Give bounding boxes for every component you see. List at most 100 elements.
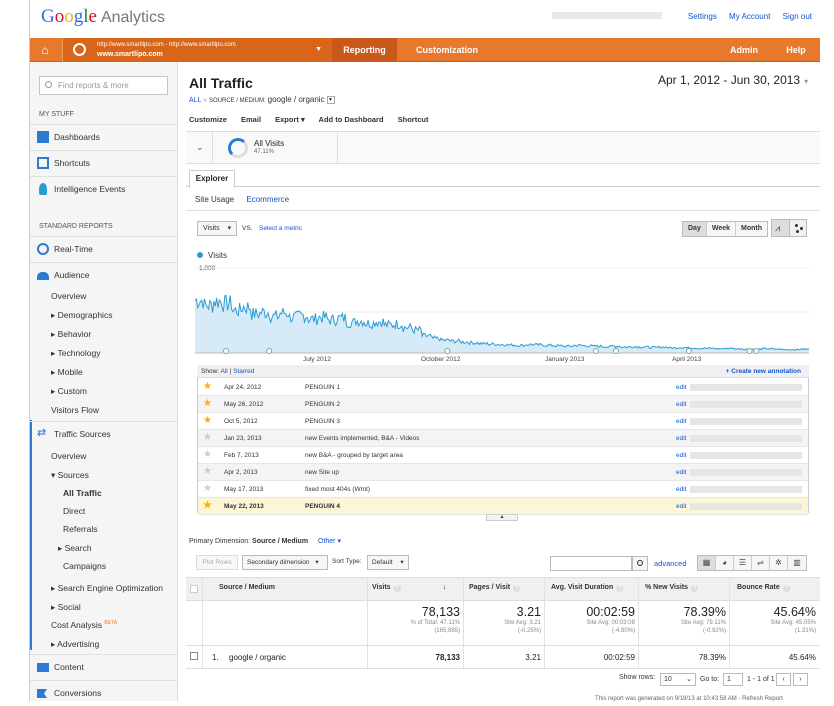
sidebar-item-conversions[interactable]: Conversions [30, 680, 177, 705]
star-icon[interactable]: ★ [203, 415, 212, 426]
create-annotation-link[interactable]: + Create new annotation [725, 368, 801, 375]
audience-visitors-flow[interactable]: Visitors Flow [51, 405, 100, 415]
email-button[interactable]: Email [241, 115, 262, 124]
annotation-marker[interactable] [746, 348, 753, 354]
annotation-marker[interactable] [444, 348, 451, 354]
annotation-edit-link[interactable]: edit [676, 469, 687, 476]
traffic-seo[interactable]: ▸ Search Engine Optimization [51, 583, 164, 593]
column-avg-visit-duration[interactable]: Avg. Visit Duration? [551, 584, 624, 592]
annotation-marker[interactable] [266, 348, 273, 354]
column-bounce-rate[interactable]: Bounce Rate? [737, 584, 790, 592]
sidebar-item-shortcuts[interactable]: Shortcuts [30, 150, 177, 175]
subtab-site-usage[interactable]: Site Usage [195, 195, 235, 204]
tab-customization[interactable]: Customization [416, 45, 478, 55]
star-icon[interactable]: ★ [203, 483, 212, 494]
traffic-sources-group[interactable]: ▾ Sources [51, 470, 89, 480]
star-icon[interactable]: ★ [203, 398, 212, 409]
annotation-row[interactable]: ★ May 17, 2013 fixed most 404s (Wmt) edit [198, 481, 808, 498]
tab-help[interactable]: Help [786, 45, 806, 55]
line-chart-button[interactable]: ⩘ [772, 220, 790, 236]
sidebar-item-dashboards[interactable]: Dashboards [30, 124, 177, 149]
subtab-ecommerce[interactable]: Ecommerce [246, 195, 290, 204]
advanced-filter-link[interactable]: advanced [654, 559, 687, 568]
sources-all-traffic[interactable]: All Traffic [63, 488, 102, 498]
star-icon[interactable]: ★ [203, 381, 212, 392]
segment-toggle-chevron-icon[interactable]: ⌄ [196, 142, 204, 152]
star-icon[interactable]: ★ [203, 432, 212, 443]
goto-page-input[interactable]: 1 [723, 673, 743, 686]
traffic-overview[interactable]: Overview [51, 451, 87, 461]
row-source-medium-link[interactable]: google / organic [229, 653, 286, 662]
primary-dimension-value[interactable]: Source / Medium [252, 538, 309, 545]
sidebar-item-intelligence[interactable]: Intelligence Events [30, 176, 177, 201]
granularity-month-button[interactable]: Month [741, 225, 763, 232]
annotation-row[interactable]: ★ Feb 7, 2013 new B&A - grouped by target … [198, 447, 808, 464]
sidebar-item-audience[interactable]: Audience [30, 262, 177, 287]
export-button[interactable]: Export ▾ [275, 115, 305, 124]
granularity-week-button[interactable]: Week [707, 222, 737, 236]
report-search-input[interactable]: Find reports & more [39, 76, 168, 95]
sort-type-select[interactable]: Default ▾ [367, 555, 409, 570]
sidebar-item-traffic-sources[interactable]: ⇄ Traffic Sources [30, 421, 177, 446]
select-all-checkbox[interactable] [190, 585, 198, 593]
annotation-edit-link[interactable]: edit [676, 503, 687, 510]
traffic-advertising[interactable]: ▸ Advertising [51, 639, 100, 649]
column-new-visits[interactable]: % New Visits? [645, 584, 699, 592]
sources-search[interactable]: ▸ Search [58, 543, 92, 553]
annotation-row[interactable]: ★ Apr 24, 2012 PENGUIN 1 edit [198, 379, 808, 396]
table-search-button[interactable] [632, 556, 648, 571]
audience-technology[interactable]: ▸ Technology [51, 348, 101, 358]
sources-campaigns[interactable]: Campaigns [63, 561, 106, 571]
prev-page-button[interactable]: ‹ [776, 673, 791, 686]
sidebar-item-realtime[interactable]: Real-Time [30, 236, 177, 261]
column-pages-per-visit[interactable]: Pages / Visit? [469, 584, 521, 592]
visits-chart[interactable] [195, 262, 809, 356]
tab-reporting[interactable]: Reporting [332, 38, 397, 62]
next-page-button[interactable]: › [793, 673, 808, 686]
other-dimension-link[interactable]: Other ▾ [318, 538, 341, 545]
annotation-row[interactable]: ★ Apr 2, 2013 new Site up edit [198, 464, 808, 481]
star-icon[interactable]: ★ [203, 500, 212, 511]
star-icon[interactable]: ★ [203, 466, 212, 477]
annotation-edit-link[interactable]: edit [676, 401, 687, 408]
pie-view-icon[interactable]: ◕ [716, 556, 734, 570]
term-cloud-view-icon[interactable]: ✲ [770, 556, 788, 570]
comparison-view-icon[interactable]: ⇌ [752, 556, 770, 570]
traffic-cost-analysis[interactable]: Cost Analysis BETA [51, 620, 118, 630]
annotation-row[interactable]: ★ May 26, 2012 PENGUIN 2 edit [198, 396, 808, 413]
granularity-day-button[interactable]: Day [683, 222, 707, 236]
show-all-link[interactable]: All [220, 368, 228, 375]
audience-demographics[interactable]: ▸ Demographics [51, 310, 113, 320]
traffic-social[interactable]: ▸ Social [51, 602, 81, 612]
metric-select[interactable]: Visits ▾ [197, 221, 237, 236]
settings-link[interactable]: Settings [687, 12, 717, 21]
table-filter-input[interactable] [550, 556, 632, 571]
annotation-edit-link[interactable]: edit [676, 435, 687, 442]
collapse-annotations-icon[interactable]: ▲ [486, 514, 518, 521]
breadcrumb-all[interactable]: ALL [189, 97, 202, 104]
annotation-row[interactable]: ★ Oct 5, 2012 PENGUIN 3 edit [198, 413, 808, 430]
pivot-view-icon[interactable]: ▥ [793, 558, 801, 567]
show-starred-link[interactable]: Starred [233, 368, 255, 375]
star-icon[interactable]: ★ [203, 449, 212, 460]
audience-custom[interactable]: ▸ Custom [51, 386, 87, 396]
show-rows-select[interactable]: 10 ⌄ [660, 673, 696, 686]
annotation-edit-link[interactable]: edit [676, 452, 687, 459]
breadcrumb-dropdown-icon[interactable]: ▼ [326, 96, 335, 105]
audience-mobile[interactable]: ▸ Mobile [51, 367, 83, 377]
annotation-row[interactable]: ★ May 22, 2013 PENGUIN 4 edit [198, 498, 808, 515]
annotation-marker[interactable] [613, 348, 619, 354]
annotation-marker[interactable] [592, 348, 599, 354]
annotation-marker[interactable] [685, 348, 692, 354]
my-account-link[interactable]: My Account [729, 12, 771, 21]
sign-out-link[interactable]: Sign out [782, 12, 812, 21]
row-checkbox[interactable] [190, 652, 198, 660]
sources-direct[interactable]: Direct [63, 506, 86, 516]
data-table-view-icon[interactable]: ▦ [698, 556, 716, 570]
annotation-edit-link[interactable]: edit [676, 384, 687, 391]
shortcut-button[interactable]: Shortcut [397, 115, 429, 124]
customize-button[interactable]: Customize [189, 115, 227, 124]
select-metric-link[interactable]: Select a metric [259, 225, 302, 232]
segment-name[interactable]: All Visits [254, 139, 285, 148]
secondary-dimension-select[interactable]: Secondary dimension ▾ [242, 555, 328, 570]
